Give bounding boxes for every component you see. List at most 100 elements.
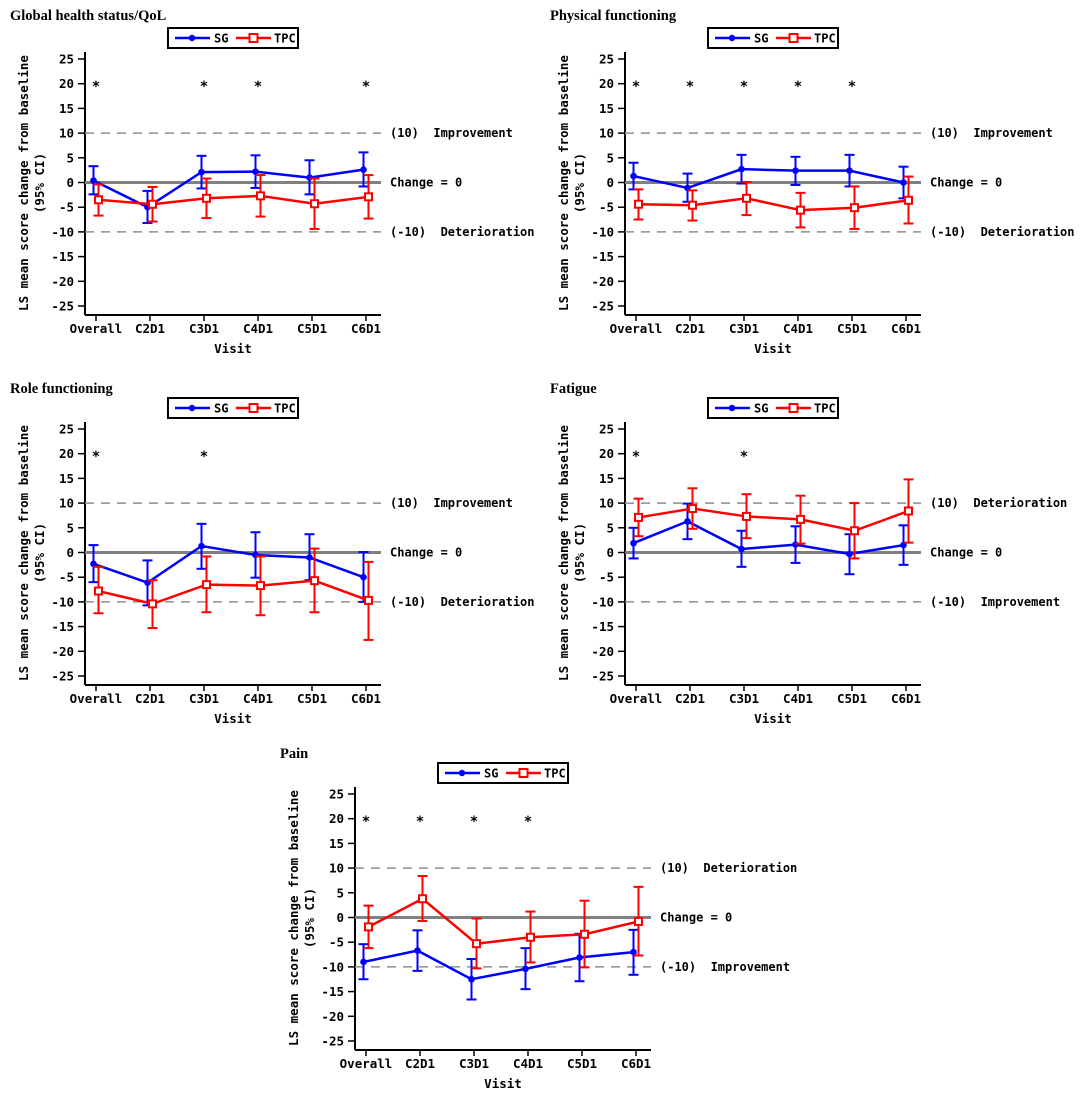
x-tick-label: C3D1 — [189, 691, 219, 706]
y-tick-label: -20 — [51, 274, 74, 289]
data-point — [202, 580, 211, 590]
legend-sg-label: SG — [484, 767, 498, 781]
series-tpc — [363, 875, 644, 970]
data-point — [738, 165, 745, 173]
y-tick-label: -10 — [51, 594, 74, 609]
data-point — [630, 172, 637, 180]
data-point — [360, 166, 367, 173]
y-tick-label: -15 — [51, 619, 74, 634]
x-tick-label: C2D1 — [675, 691, 705, 706]
y-tick-label: -25 — [321, 1034, 344, 1049]
y-tick-label: 25 — [59, 422, 74, 437]
data-point — [522, 965, 529, 973]
data-point — [202, 193, 211, 203]
data-point — [90, 560, 97, 568]
data-point — [148, 599, 157, 609]
legend-sg-label: SG — [754, 32, 768, 46]
zero-annotation: Change = 0 — [660, 911, 732, 925]
x-axis-label: Visit — [214, 341, 252, 356]
x-tick-label: C4D1 — [243, 321, 273, 336]
x-tick-label: C6D1 — [891, 321, 921, 336]
data-point — [742, 511, 751, 521]
series-line — [638, 507, 909, 533]
y-tick-label: -5 — [329, 935, 344, 950]
x-tick-label: C6D1 — [351, 691, 381, 706]
x-tick-label: C3D1 — [189, 321, 219, 336]
zero-annotation: Change = 0 — [390, 176, 462, 190]
plot-group: SG TPC 25 20 15 10 5 0 -5 -10 -15 -20 -25 LS mean sco… — [16, 27, 535, 356]
data-point — [630, 948, 637, 956]
x-tick-label: C3D1 — [729, 321, 759, 336]
y-tick-label: 10 — [599, 126, 614, 141]
x-tick-label: C3D1 — [459, 1056, 489, 1071]
data-point — [904, 506, 913, 516]
plot-group: SG TPC 25 20 15 10 5 0 -5 -10 -15 -20 -25 LS mean sco… — [286, 762, 797, 1091]
series-line — [367, 897, 639, 945]
legend-sg-marker-icon — [728, 404, 736, 412]
legend-tpc-label: TPC — [814, 402, 836, 416]
y-tick-label: 20 — [599, 446, 614, 461]
series-line — [633, 520, 904, 556]
zero-annotation: Change = 0 — [930, 546, 1002, 560]
y-axis-label: LS mean score change from baseline — [16, 55, 31, 311]
legend-tpc-label: TPC — [544, 767, 566, 781]
x-tick-label: C4D1 — [243, 691, 273, 706]
upper-ref-annotation: (10) Improvement — [390, 496, 513, 510]
data-point — [198, 168, 205, 176]
y-axis-label-line2: (95% CI) — [572, 523, 587, 583]
x-tick-label: C4D1 — [783, 691, 813, 706]
data-point — [900, 179, 907, 186]
chart-role-functioning: Role functioning SG TPC 25 20 15 10 5 0 -5 -10 -15… — [0, 363, 540, 728]
x-tick-label: Overall — [70, 321, 123, 336]
chart-plot: SG TPC 25 20 15 10 5 0 -5 -10 -15 -20 -25 LS mean sco… — [16, 27, 535, 356]
chart-global-health-status: Global health status/QoL SG TPC 25 20 15 10 5 0… — [0, 2, 540, 367]
y-tick-label: -20 — [591, 274, 614, 289]
x-tick-label: C6D1 — [351, 321, 381, 336]
y-tick-label: 5 — [606, 150, 614, 165]
x-tick-label: C5D1 — [297, 691, 327, 706]
chart-title: Pain — [280, 746, 309, 762]
y-tick-label: 5 — [66, 150, 74, 165]
legend-tpc-label: TPC — [814, 32, 836, 46]
significance-asterisk: * — [92, 449, 100, 465]
y-tick-label: -25 — [591, 299, 614, 314]
zero-annotation: Change = 0 — [930, 176, 1002, 190]
significance-asterisk: * — [740, 449, 748, 465]
data-point — [688, 504, 697, 514]
x-tick-label: C2D1 — [405, 1056, 435, 1071]
significance-asterisk: * — [686, 79, 694, 95]
data-point — [310, 576, 319, 586]
x-tick-label: Overall — [70, 691, 123, 706]
legend-box — [707, 27, 839, 49]
data-point — [360, 573, 367, 581]
series-sg — [88, 522, 369, 607]
y-axis-label: LS mean score change from baseline — [556, 55, 571, 311]
series-tpc — [93, 174, 374, 230]
x-tick-label: Overall — [340, 1056, 393, 1071]
significance-asterisk: * — [362, 79, 370, 95]
chart-plot: SG TPC 25 20 15 10 5 0 -5 -10 -15 -20 -25 LS mean sco… — [556, 397, 1067, 726]
zero-annotation: Change = 0 — [390, 546, 462, 560]
x-tick-label: C2D1 — [135, 321, 165, 336]
x-tick-label: C4D1 — [513, 1056, 543, 1071]
x-tick-label: C4D1 — [783, 321, 813, 336]
significance-asterisk: * — [416, 814, 424, 830]
y-tick-label: -25 — [51, 669, 74, 684]
x-tick-label: Overall — [610, 321, 663, 336]
y-tick-label: 0 — [336, 910, 344, 925]
y-axis-label: LS mean score change from baseline — [286, 790, 301, 1046]
data-point — [94, 195, 103, 205]
legend-box — [167, 27, 299, 49]
data-point — [792, 167, 799, 174]
legend-tpc-marker-icon — [788, 403, 799, 413]
data-point — [94, 586, 103, 596]
y-axis-label-line2: (95% CI) — [572, 153, 587, 213]
lower-ref-annotation: (-10) Improvement — [930, 595, 1060, 609]
y-tick-label: 15 — [599, 101, 614, 116]
lower-ref-annotation: (-10) Deterioration — [390, 225, 535, 239]
plot-group: SG TPC 25 20 15 10 5 0 -5 -10 -15 -20 -25 LS mean sco… — [556, 27, 1075, 356]
series-line — [98, 194, 369, 206]
series-tpc — [633, 175, 914, 230]
legend-sg-label: SG — [214, 32, 228, 46]
